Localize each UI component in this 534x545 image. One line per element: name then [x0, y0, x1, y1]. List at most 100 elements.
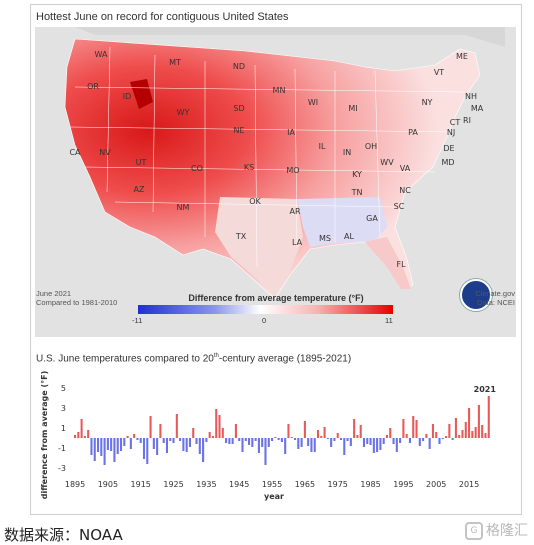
x-tick-label: 2005 — [426, 480, 446, 489]
bar-2008 — [445, 436, 448, 438]
x-tick-label: 1995 — [393, 480, 413, 489]
bar-1936 — [208, 432, 211, 438]
y-tick-label: -1 — [58, 444, 66, 453]
map-title: Hottest June on record for contiguous Un… — [36, 11, 289, 23]
bar-2006 — [438, 438, 441, 444]
bar-1949 — [251, 438, 254, 447]
bar-1945 — [238, 438, 241, 441]
bar-2012 — [458, 435, 461, 438]
bar-1981 — [356, 435, 359, 438]
state-label-ks: KS — [244, 163, 254, 172]
bar-1895 — [74, 435, 77, 438]
bar-2017 — [474, 427, 477, 438]
bar-2016 — [471, 431, 474, 438]
state-label-ia: IA — [287, 128, 295, 137]
y-axis-label: difference from average (°F) — [40, 371, 49, 500]
state-label-de: DE — [443, 144, 454, 153]
y-tick-label: -3 — [58, 464, 66, 473]
bar-1983 — [362, 438, 366, 447]
state-label-va: VA — [400, 164, 411, 173]
map-date: June 2021 — [36, 289, 72, 298]
bar-1903 — [100, 438, 103, 456]
us-map-svg: WA OR ID MT ND MN ME VT NH MA RI CT NY W… — [35, 27, 516, 337]
state-label-tn: TN — [351, 188, 363, 197]
bar-1896 — [77, 432, 80, 438]
bar-1965 — [303, 421, 306, 438]
bar-1902 — [96, 438, 100, 452]
source-note: 数据来源：NOAA — [4, 526, 123, 544]
bar-1997 — [408, 438, 411, 443]
watermark-text: 格隆汇 — [486, 523, 528, 539]
bar-2021 — [487, 396, 490, 438]
x-tick-label: 1925 — [163, 480, 183, 489]
bar-1944 — [234, 424, 237, 438]
bar-2009 — [448, 424, 451, 438]
bar-1920 — [156, 438, 159, 455]
state-label-sc: SC — [394, 202, 405, 211]
credit-data: Data: NCEI — [477, 298, 515, 307]
bar-1998 — [412, 416, 415, 438]
bar-1984 — [366, 438, 369, 444]
bar-1968 — [313, 438, 316, 452]
x-tick-label: 1955 — [262, 480, 282, 489]
bar-1979 — [349, 438, 352, 446]
bar-2013 — [461, 430, 464, 438]
highlight-year-label: 2021 — [474, 385, 497, 394]
map-credits: Climate.gov Data: NCEI — [475, 289, 515, 307]
bar-1922 — [162, 438, 165, 443]
state-label-id: ID — [123, 92, 132, 101]
bar-1933 — [198, 438, 201, 454]
bar-1905 — [106, 438, 109, 450]
state-label-ok: OK — [249, 197, 261, 206]
bar-1914 — [136, 438, 139, 440]
bar-1960 — [287, 424, 290, 438]
state-label-ne: NE — [233, 126, 244, 135]
state-label-il: IL — [319, 142, 326, 151]
bar-1918 — [149, 416, 152, 438]
bar-1941 — [225, 438, 228, 443]
credit-site: Climate.gov — [475, 289, 515, 298]
bar-1993 — [395, 438, 398, 452]
scale-title: Difference from average temperature (°F) — [188, 293, 364, 303]
x-tick-label: 2015 — [459, 480, 479, 489]
x-tick-label: 1945 — [229, 480, 249, 489]
bar-1911 — [126, 436, 129, 438]
figure-frame: Hottest June on record for contiguous Un… — [30, 4, 522, 515]
bar-1899 — [87, 430, 90, 438]
bar-1966 — [307, 438, 310, 446]
state-label-ms: MS — [319, 234, 331, 243]
state-label-or: OR — [87, 82, 99, 91]
bar-1942 — [228, 438, 231, 444]
bar-1930 — [188, 438, 192, 447]
bar-1947 — [244, 438, 247, 441]
x-tick-label: 1895 — [65, 480, 85, 489]
state-label-ga: GA — [366, 214, 378, 223]
bar-2019 — [481, 425, 484, 438]
state-label-ar: AR — [289, 207, 300, 216]
state-label-nh: NH — [465, 92, 477, 101]
bar-1975 — [336, 433, 339, 438]
bar-1992 — [392, 438, 395, 444]
bar-1980 — [353, 419, 356, 438]
bar-1959 — [284, 438, 287, 454]
bar-1978 — [346, 438, 349, 441]
bar-1917 — [146, 438, 149, 464]
bar-1985 — [369, 438, 372, 445]
state-label-ma: MA — [471, 104, 484, 113]
bar-1987 — [376, 438, 379, 452]
bar-1999 — [415, 420, 418, 438]
y-tick-label: 1 — [61, 424, 66, 433]
bar-1928 — [182, 438, 185, 451]
bar-1925 — [172, 438, 175, 443]
bar-1956 — [274, 437, 277, 438]
bar-2004 — [431, 424, 434, 438]
bar-1907 — [113, 438, 116, 462]
state-label-az: AZ — [134, 185, 145, 194]
watermark-icon: G — [465, 522, 483, 540]
state-label-oh: OH — [365, 142, 377, 151]
bar-1948 — [248, 438, 251, 445]
state-label-ky: KY — [352, 170, 362, 179]
bar-chart-title-main: U.S. June temperatures compared to 20 — [36, 353, 214, 365]
bar-series — [74, 396, 490, 465]
bar-1976 — [339, 438, 343, 440]
